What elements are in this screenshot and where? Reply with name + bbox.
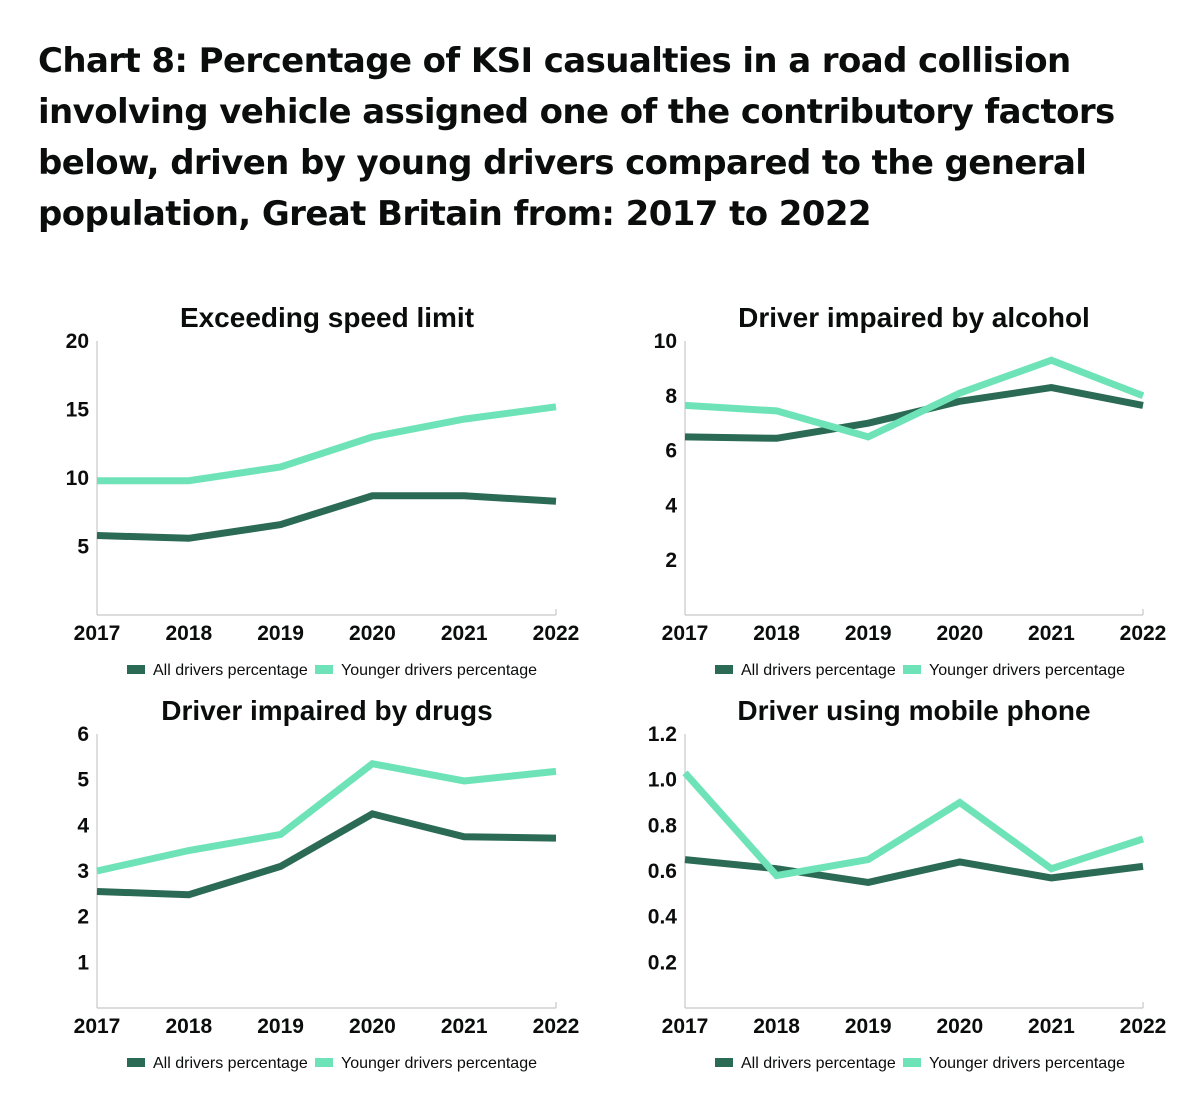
x-tick-label: 2019 <box>257 1015 304 1038</box>
y-tick-label: 0.8 <box>648 814 678 837</box>
x-tick-label: 2017 <box>662 1015 709 1038</box>
y-tick-label: 5 <box>77 769 89 792</box>
x-tick-label: 2017 <box>74 622 121 645</box>
x-tick-label: 2018 <box>753 1015 800 1038</box>
legend-label: All drivers percentage <box>153 662 308 679</box>
legend-label: All drivers percentage <box>741 662 896 679</box>
x-tick-label: 2022 <box>533 1015 580 1038</box>
y-tick-label: 4 <box>77 814 89 837</box>
page-title: Chart 8: Percentage of KSI casualties in… <box>38 41 1115 234</box>
y-tick-label: 0.4 <box>648 906 678 929</box>
y-tick-label: 2 <box>665 549 677 572</box>
x-tick-label: 2018 <box>753 622 800 645</box>
chart-panel-driver-impaired-by-alcohol: Driver impaired by alcohol 2 4 6 8 10 2017 2018… <box>654 302 1167 679</box>
x-tick-label: 2021 <box>441 1015 488 1038</box>
legend-swatch <box>315 665 333 674</box>
legend-swatch <box>715 1058 733 1067</box>
panel-title: Driver impaired by drugs <box>161 695 492 726</box>
x-tick-label: 2022 <box>1120 622 1167 645</box>
y-tick-label: 4 <box>665 494 677 517</box>
legend-swatch <box>127 1058 145 1067</box>
series-line-all-drivers-percentage <box>96 810 557 899</box>
legend-swatch <box>127 665 145 674</box>
panel-title: Exceeding speed limit <box>180 302 474 333</box>
series-line-younger-drivers-percentage <box>97 403 557 485</box>
x-tick-label: 2020 <box>936 622 983 645</box>
legend-label: All drivers percentage <box>741 1055 896 1072</box>
panel-title: Driver using mobile phone <box>737 695 1090 726</box>
legend-label: Younger drivers percentage <box>929 1055 1125 1072</box>
x-tick-label: 2021 <box>1028 622 1075 645</box>
x-tick-label: 2017 <box>74 1015 121 1038</box>
y-tick-label: 20 <box>66 330 89 353</box>
series-line-younger-drivers-percentage <box>684 356 1145 441</box>
series-line-all-drivers-percentage <box>684 856 1144 886</box>
y-tick-label: 6 <box>665 440 677 463</box>
chart-panel-driver-using-mobile-phone: Driver using mobile phone 0.2 0.4 0.6 0.8 1.0… <box>648 695 1167 1072</box>
legend-swatch <box>903 1058 921 1067</box>
y-tick-label: 2 <box>77 906 89 929</box>
x-tick-label: 2019 <box>845 622 892 645</box>
legend-label: Younger drivers percentage <box>341 662 537 679</box>
y-tick-label: 10 <box>654 330 677 353</box>
x-tick-label: 2019 <box>845 1015 892 1038</box>
legend-label: Younger drivers percentage <box>929 662 1125 679</box>
legend-swatch <box>715 665 733 674</box>
x-tick-label: 2022 <box>1120 1015 1167 1038</box>
x-tick-label: 2021 <box>441 622 488 645</box>
x-tick-label: 2020 <box>349 1015 396 1038</box>
y-tick-label: 0.6 <box>648 860 677 883</box>
chart-panel-driver-impaired-by-drugs: Driver impaired by drugs 1 2 3 4 5 6 2017 2018 20… <box>74 695 580 1072</box>
y-tick-label: 5 <box>77 536 89 559</box>
x-tick-label: 2020 <box>936 1015 983 1038</box>
legend-label: All drivers percentage <box>153 1055 308 1072</box>
y-tick-label: 3 <box>77 860 89 883</box>
series-line-younger-drivers-percentage <box>682 770 1145 880</box>
x-tick-label: 2018 <box>165 1015 212 1038</box>
y-tick-label: 1.0 <box>648 769 677 792</box>
y-tick-label: 1 <box>77 951 89 974</box>
y-tick-label: 8 <box>665 385 677 408</box>
legend-label: Younger drivers percentage <box>341 1055 537 1072</box>
series-line-younger-drivers-percentage <box>96 759 557 875</box>
y-tick-label: 10 <box>66 467 89 490</box>
series-line-all-drivers-percentage <box>96 492 557 542</box>
y-tick-label: 0.2 <box>648 951 677 974</box>
x-tick-label: 2018 <box>165 622 212 645</box>
legend-swatch <box>903 665 921 674</box>
x-tick-label: 2020 <box>349 622 396 645</box>
legend-swatch <box>315 1058 333 1067</box>
chart-panel-exceeding-speed-limit: Exceeding speed limit 5 10 15 20 2017 2018 2019… <box>66 302 580 679</box>
y-tick-label: 6 <box>77 723 89 746</box>
y-tick-label: 1.2 <box>648 723 677 746</box>
y-tick-label: 15 <box>66 399 90 422</box>
panel-title: Driver impaired by alcohol <box>738 302 1090 333</box>
x-tick-label: 2021 <box>1028 1015 1075 1038</box>
x-tick-label: 2022 <box>533 622 580 645</box>
x-tick-label: 2017 <box>662 622 709 645</box>
x-tick-label: 2019 <box>257 622 304 645</box>
